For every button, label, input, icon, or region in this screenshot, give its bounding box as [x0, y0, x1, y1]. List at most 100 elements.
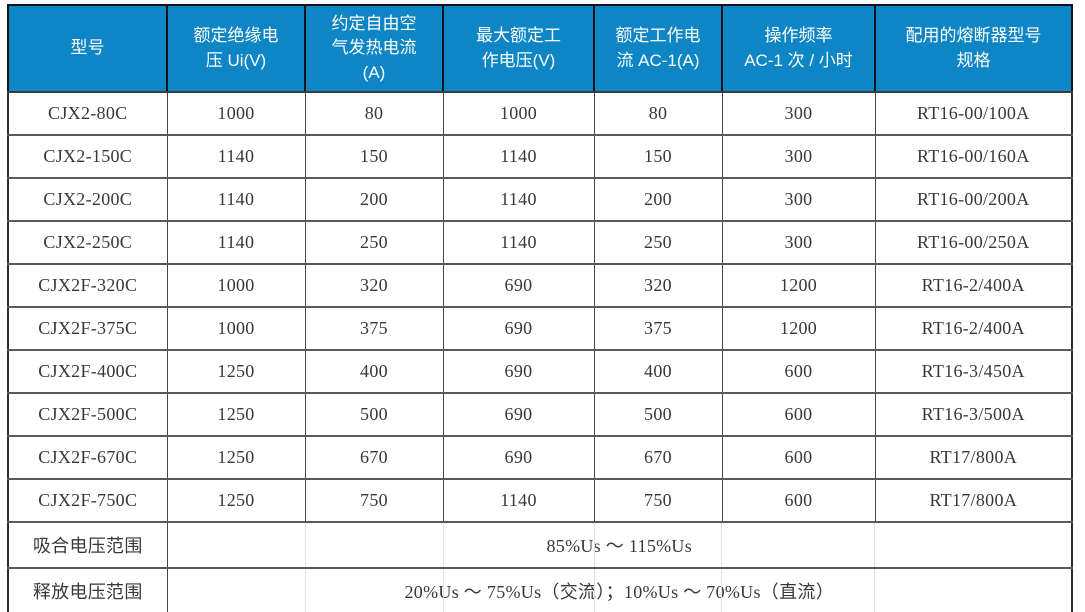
cell-model: CJX2F-320C	[7, 263, 168, 308]
cell-frequency: 300	[721, 91, 876, 136]
cell-ue: 690	[442, 306, 595, 351]
cell-ith: 200	[304, 177, 444, 222]
cell-frequency: 600	[721, 349, 876, 394]
cell-model: CJX2-200C	[7, 177, 168, 222]
row-release-voltage-range: 释放电压范围 20%Us ～ 75%Us（交流）；10%Us ～ 70%Us（直…	[7, 567, 1073, 612]
release-voltage-range-text: 20%Us ～ 75%Us（交流）；10%Us ～ 70%Us（直流）	[404, 582, 834, 602]
table-row: CJX2-150C 1140 150 1140 150 300 RT16-00/…	[7, 134, 1073, 179]
col-header-model: 型号	[7, 4, 168, 93]
cell-ith: 320	[304, 263, 444, 308]
pickup-voltage-range-text: 85%Us ～ 115%Us	[546, 536, 693, 556]
cell-frequency: 300	[721, 220, 876, 265]
ghost-gridline	[304, 523, 306, 567]
table-row: CJX2-200C 1140 200 1140 200 300 RT16-00/…	[7, 177, 1073, 222]
cell-frequency: 600	[721, 392, 876, 437]
cell-frequency: 300	[721, 177, 876, 222]
cell-ui: 1250	[166, 435, 306, 480]
col-header-operating-frequency: 操作频率 AC-1 次 / 小时	[721, 4, 876, 93]
spec-table: 型号 额定绝缘电 压 Ui(V) 约定自由空 气发热电流 (A) 最大额定工 作…	[7, 4, 1073, 612]
table-header: 型号 额定绝缘电 压 Ui(V) 约定自由空 气发热电流 (A) 最大额定工 作…	[7, 4, 1073, 93]
cell-model: CJX2-250C	[7, 220, 168, 265]
cell-ie: 500	[593, 392, 723, 437]
release-voltage-range-label: 释放电压范围	[7, 567, 168, 612]
cell-ui: 1250	[166, 392, 306, 437]
cell-model: CJX2-80C	[7, 91, 168, 136]
cell-ie: 150	[593, 134, 723, 179]
cell-ith: 750	[304, 478, 444, 523]
cell-ui: 1140	[166, 220, 306, 265]
ghost-gridline	[721, 569, 723, 612]
cell-ui: 1140	[166, 177, 306, 222]
cell-ie: 320	[593, 263, 723, 308]
cell-fuse: RT16-3/450A	[874, 349, 1073, 394]
cell-ue: 1000	[442, 91, 595, 136]
ghost-gridline	[443, 569, 445, 612]
cell-model: CJX2F-500C	[7, 392, 168, 437]
cell-fuse: RT16-2/400A	[874, 306, 1073, 351]
table-row: CJX2F-750C 1250 750 1140 750 600 RT17/80…	[7, 478, 1073, 523]
ghost-gridline	[304, 569, 306, 612]
cell-fuse: RT16-00/200A	[874, 177, 1073, 222]
release-voltage-range-value: 20%Us ～ 75%Us（交流）；10%Us ～ 70%Us（直流）	[166, 567, 1073, 612]
cell-ue: 1140	[442, 220, 595, 265]
cell-ith: 375	[304, 306, 444, 351]
cell-ui: 1000	[166, 263, 306, 308]
table-row: CJX2F-670C 1250 670 690 670 600 RT17/800…	[7, 435, 1073, 480]
cell-ith: 500	[304, 392, 444, 437]
cell-ith: 400	[304, 349, 444, 394]
cell-ui: 1000	[166, 306, 306, 351]
cell-ue: 690	[442, 349, 595, 394]
col-header-max-rated-operating-voltage: 最大额定工 作电压(V)	[442, 4, 595, 93]
ghost-gridline	[593, 569, 595, 612]
table-body: CJX2-80C 1000 80 1000 80 300 RT16-00/100…	[7, 91, 1073, 612]
cell-ui: 1140	[166, 134, 306, 179]
cell-fuse: RT17/800A	[874, 478, 1073, 523]
cell-fuse: RT16-00/100A	[874, 91, 1073, 136]
cell-ith: 250	[304, 220, 444, 265]
table-row: CJX2F-375C 1000 375 690 375 1200 RT16-2/…	[7, 306, 1073, 351]
col-header-fuse-type-spec: 配用的熔断器型号 规格	[874, 4, 1073, 93]
cell-ui: 1250	[166, 349, 306, 394]
cell-fuse: RT16-3/500A	[874, 392, 1073, 437]
col-header-rated-operating-current-ac1: 额定工作电 流 AC-1(A)	[593, 4, 723, 93]
cell-ith: 150	[304, 134, 444, 179]
cell-fuse: RT16-00/250A	[874, 220, 1073, 265]
cell-ue: 690	[442, 392, 595, 437]
cell-ie: 80	[593, 91, 723, 136]
col-header-free-air-thermal-current: 约定自由空 气发热电流 (A)	[304, 4, 444, 93]
cell-ue: 1140	[442, 177, 595, 222]
header-row: 型号 额定绝缘电 压 Ui(V) 约定自由空 气发热电流 (A) 最大额定工 作…	[7, 4, 1073, 93]
cell-fuse: RT16-00/160A	[874, 134, 1073, 179]
col-header-rated-insulation-voltage: 额定绝缘电 压 Ui(V)	[166, 4, 306, 93]
cell-frequency: 300	[721, 134, 876, 179]
cell-fuse: RT16-2/400A	[874, 263, 1073, 308]
pickup-voltage-range-value: 85%Us ～ 115%Us	[166, 521, 1073, 569]
pickup-voltage-range-label: 吸合电压范围	[7, 521, 168, 569]
table-row: CJX2-80C 1000 80 1000 80 300 RT16-00/100…	[7, 91, 1073, 136]
cell-ui: 1250	[166, 478, 306, 523]
cell-ie: 400	[593, 349, 723, 394]
cell-model: CJX2F-670C	[7, 435, 168, 480]
cell-ie: 200	[593, 177, 723, 222]
table-row: CJX2F-320C 1000 320 690 320 1200 RT16-2/…	[7, 263, 1073, 308]
cell-frequency: 1200	[721, 263, 876, 308]
cell-model: CJX2F-375C	[7, 306, 168, 351]
ghost-gridline	[721, 523, 723, 567]
cell-ie: 250	[593, 220, 723, 265]
table-row: CJX2F-500C 1250 500 690 500 600 RT16-3/5…	[7, 392, 1073, 437]
table-row: CJX2-250C 1140 250 1140 250 300 RT16-00/…	[7, 220, 1073, 265]
table-row: CJX2F-400C 1250 400 690 400 600 RT16-3/4…	[7, 349, 1073, 394]
cell-model: CJX2-150C	[7, 134, 168, 179]
ghost-gridline	[874, 523, 876, 567]
cell-ue: 690	[442, 263, 595, 308]
cell-ue: 1140	[442, 134, 595, 179]
ghost-gridline	[874, 569, 876, 612]
row-pickup-voltage-range: 吸合电压范围 85%Us ～ 115%Us	[7, 521, 1073, 569]
cell-ue: 1140	[442, 478, 595, 523]
cell-model: CJX2F-400C	[7, 349, 168, 394]
ghost-gridline	[443, 523, 445, 567]
cell-ith: 670	[304, 435, 444, 480]
cell-ue: 690	[442, 435, 595, 480]
cell-frequency: 600	[721, 478, 876, 523]
